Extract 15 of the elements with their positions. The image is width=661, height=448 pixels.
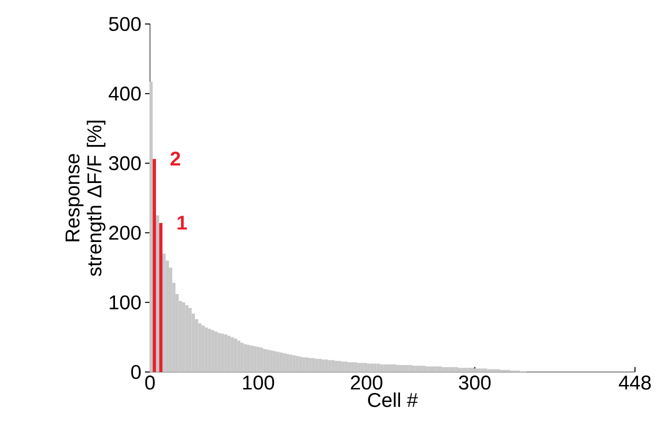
y-tick-label: 100 (110, 295, 141, 310)
y-tick-label: 300 (109, 156, 141, 170)
y-tick-label: 200 (109, 226, 141, 240)
y-tick-label: 500 (109, 16, 141, 32)
annotation: 2 (170, 152, 180, 166)
x-tick-label: 300 (458, 376, 491, 390)
x-tick-label: 100 (243, 376, 274, 390)
y-tick-label: 0 (131, 364, 141, 380)
y-tick-label: 400 (108, 86, 141, 101)
x-tick-label: 200 (350, 376, 382, 390)
x-tick-label: 0 (145, 376, 155, 390)
annotation: 1 (178, 216, 187, 230)
y-axis-title: Response strength ΔF/F [%] (66, 120, 106, 276)
x-tick-label: 448 (618, 376, 651, 390)
x-axis-title: Cell # (368, 392, 418, 408)
